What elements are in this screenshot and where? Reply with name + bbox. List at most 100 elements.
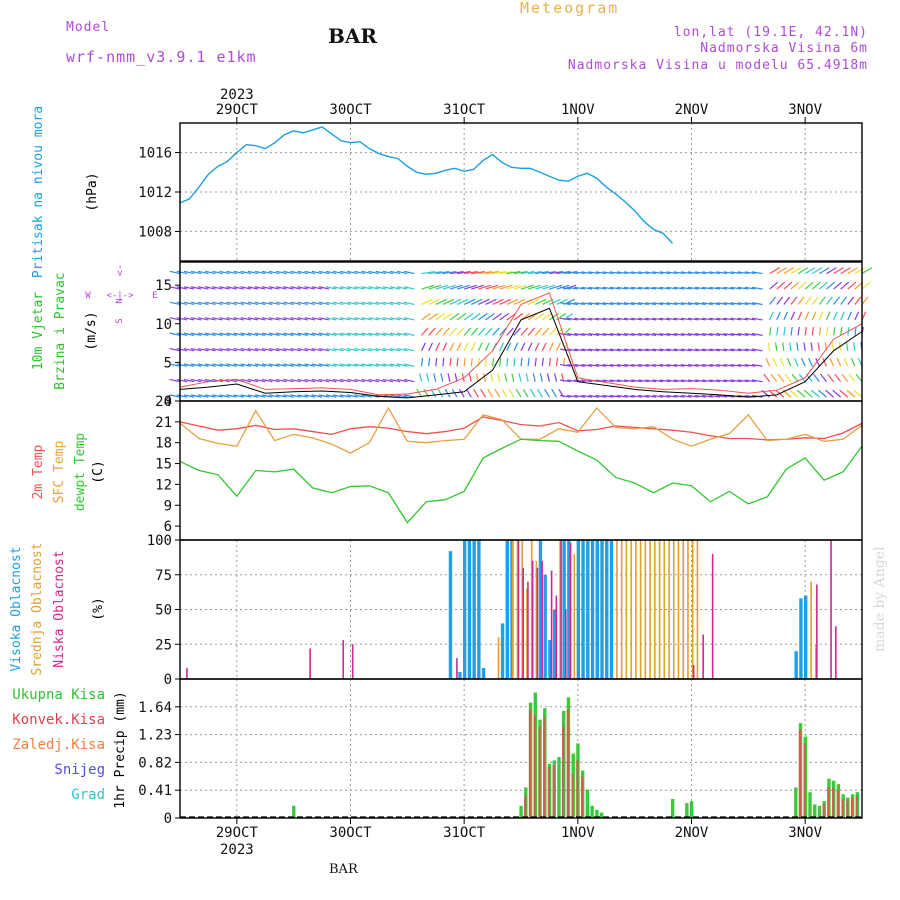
wind-arrow <box>471 270 485 275</box>
wind-arrow <box>197 332 209 336</box>
wind-arrow <box>602 379 614 383</box>
wind-arrow <box>609 394 621 398</box>
wind-arrow <box>623 286 635 290</box>
wind-arrow <box>659 286 671 290</box>
cloud-bar-low <box>692 665 695 679</box>
wind-arrow <box>233 270 245 275</box>
wind-arrow <box>513 270 528 275</box>
wind-arrow <box>541 327 550 336</box>
wind-arrow <box>254 347 266 352</box>
wind-arrow <box>283 347 294 352</box>
wind-arrow <box>574 317 586 321</box>
cloud-bar-mid <box>559 540 561 679</box>
wind-arrow <box>354 317 365 321</box>
wind-arrow <box>666 379 678 383</box>
wind-arrow <box>261 332 273 336</box>
wind-arrow <box>645 363 657 367</box>
wind-arrow <box>723 317 735 321</box>
wind-arrow <box>730 363 742 367</box>
wind-arrow <box>751 333 763 336</box>
wind-arrow <box>826 296 833 305</box>
wind-arrow <box>616 379 628 383</box>
wind-arrow <box>297 378 309 383</box>
wind-arrow <box>541 342 547 352</box>
model-elevation-text: Nadmorska Visina u modelu 65.4918m <box>567 58 868 73</box>
wind-arrow <box>468 373 472 382</box>
wind-arrow <box>595 379 607 383</box>
wind-arrow <box>730 348 742 352</box>
wind-arrow <box>169 378 181 383</box>
precip-legend-item: Konvek.Kisa <box>12 712 105 728</box>
wind-arrow <box>375 317 387 321</box>
wind-arrow <box>560 394 571 398</box>
wind-arrow <box>702 286 713 290</box>
wind-arrow <box>190 347 202 352</box>
wind-arrow <box>311 363 323 367</box>
wind-arrow <box>428 357 431 367</box>
wind-arrow <box>737 271 749 275</box>
wind-arrow <box>456 312 467 321</box>
panel-frame-precip <box>179 678 863 819</box>
wind-arrow <box>744 379 756 383</box>
panel-frame-pressure <box>179 122 863 262</box>
wind-arrow <box>311 347 323 352</box>
wind-arrow <box>623 271 635 275</box>
wind-arrow <box>169 317 181 321</box>
cloud-bar-low <box>830 540 832 679</box>
wind-arrow <box>477 342 483 352</box>
wind-arrow <box>833 281 843 290</box>
wind-arrow <box>205 286 216 290</box>
wind-arrow <box>730 317 742 321</box>
wind-arrow <box>631 363 642 367</box>
y-tick-label: 1.23 <box>138 728 172 744</box>
wind-arrow <box>290 394 301 398</box>
wind-arrow <box>652 302 664 306</box>
wind-arrow <box>396 394 408 398</box>
precip-bar-conv <box>562 726 565 818</box>
wind-arrow <box>804 311 810 321</box>
wind-arrow <box>396 347 408 352</box>
wind-arrow <box>470 312 481 321</box>
wind-arrow <box>680 348 692 352</box>
wind-arrow <box>790 281 800 290</box>
wind-arrow <box>190 394 202 398</box>
cloud-bar-high <box>581 540 585 679</box>
wind-arrow <box>361 270 372 275</box>
wind-arrow <box>197 363 209 367</box>
precip-ylabel: 1hr Precip (mm) <box>113 691 128 808</box>
cloud-bar-low <box>309 648 311 679</box>
wind-arrow <box>276 286 287 290</box>
wind-arrow <box>440 373 444 382</box>
wind-arrow <box>666 348 678 352</box>
wind-arrow <box>853 342 856 351</box>
cloud-bar-high <box>552 609 557 679</box>
wind-arrow <box>659 317 671 321</box>
wind-arrow <box>541 357 544 367</box>
wind-arrow <box>513 357 516 367</box>
wind-arrow <box>666 394 678 398</box>
y-tick-label: 0 <box>164 672 172 688</box>
cloud-bar-low <box>541 560 543 679</box>
cloud-bar-mid <box>535 560 538 679</box>
wind-arrow <box>659 302 671 306</box>
wind-arrow <box>428 270 443 275</box>
y-tick-label: 1012 <box>138 185 172 201</box>
temp-unit: (C) <box>91 460 106 483</box>
wind-arrow <box>361 363 372 367</box>
wind-arrow <box>623 302 635 306</box>
wind-arrow <box>212 301 223 306</box>
wind-arrow <box>382 363 394 367</box>
wind-arrow <box>716 271 728 275</box>
wind-arrow <box>325 270 337 275</box>
wind-arrow <box>442 327 450 336</box>
wind-arrow <box>659 271 671 275</box>
wind-arrow <box>840 311 845 321</box>
cloud-bar-low <box>565 609 567 679</box>
wind-arrow <box>428 327 436 336</box>
wind-arrow <box>169 301 181 306</box>
wind-arrow <box>737 286 749 290</box>
wind-arrow <box>442 270 457 275</box>
wind-arrow <box>774 342 778 351</box>
wind-arrow <box>623 379 635 383</box>
